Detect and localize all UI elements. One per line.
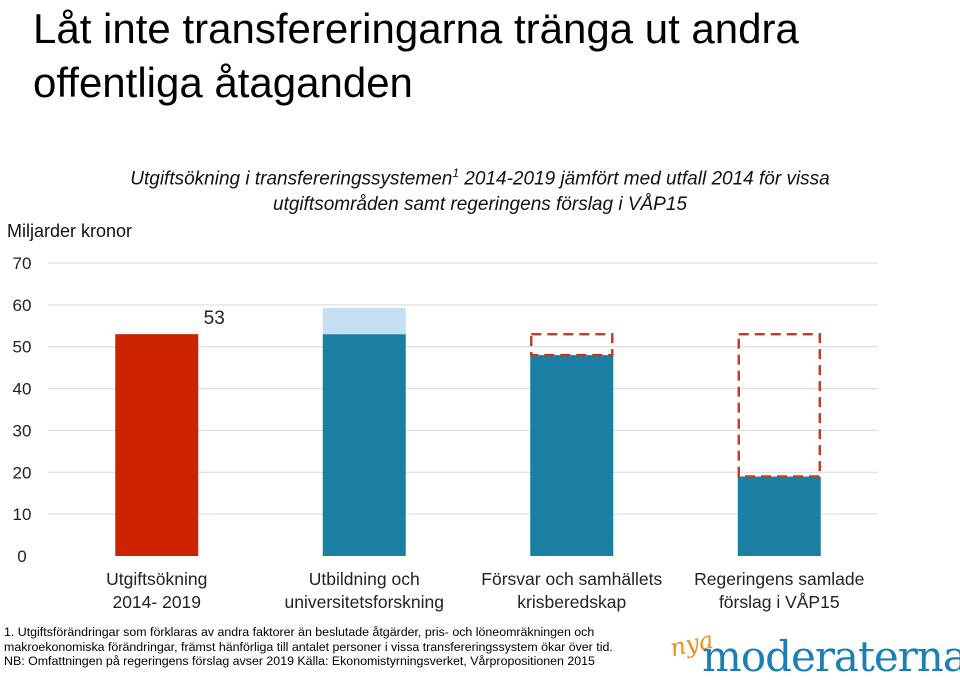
y-tick-label: 50 — [13, 338, 32, 357]
y-tick-label: 70 — [13, 254, 32, 273]
y-tick-label: 40 — [13, 380, 32, 399]
x-category-label: Utbildning och — [309, 569, 420, 589]
x-category-label: krisberedskap — [517, 592, 626, 612]
footnote-line-3: NB: Omfattningen på regeringens förslag … — [4, 654, 595, 669]
subtitle-line1-pre: Utgiftsökning i transfereringssystemen — [130, 168, 453, 190]
x-category-label: förslag i VÅP15 — [719, 592, 840, 612]
y-tick-label: 20 — [13, 463, 32, 482]
x-category-label: Utgiftsökning — [106, 569, 207, 589]
bar — [737, 476, 821, 556]
bar-chart: 0 10 20 30 40 50 60 70 53 Utgiftsökning 2014- 2019… — [13, 254, 878, 612]
subtitle-line2: utgiftsområden samt regeringens förslag … — [273, 194, 687, 216]
y-tick-label: 0 — [17, 547, 26, 566]
bar — [530, 355, 614, 556]
bar — [322, 334, 406, 556]
y-tick-label: 30 — [13, 421, 32, 440]
bar — [115, 334, 199, 556]
chart-subtitle: Utgiftsökning i transfereringssystemen1 … — [40, 160, 920, 218]
subtitle-line1-post: 2014-2019 jämfört med utfall 2014 för vi… — [459, 168, 830, 190]
bar-target-outline — [530, 332, 614, 357]
footnote-line-1: 1. Utgiftsförändringar som förklaras av … — [4, 625, 595, 639]
bar-target-outline — [737, 332, 821, 478]
x-category-label: universitetsforskning — [284, 592, 444, 612]
y-tick-label: 60 — [13, 296, 32, 315]
bar-extension — [322, 307, 406, 335]
chart-title: Låt inte transfereringarna tränga ut and… — [33, 5, 799, 106]
footnote-line-2: makroekonomiska förändringar, främst hän… — [4, 639, 613, 654]
x-category-label: Regeringens samlade — [694, 569, 864, 589]
footnote: 1. Utgiftsförändringar som förklaras av … — [4, 625, 664, 669]
moderaterna-logo: nya moderaterna — [668, 626, 960, 684]
data-label: 53 — [204, 308, 225, 329]
subtitle-footnote-marker: 1 — [452, 166, 460, 180]
y-tick-label: 10 — [13, 505, 32, 524]
x-category-label: Försvar och samhällets — [481, 569, 662, 589]
logo-name: moderaterna — [702, 632, 960, 681]
x-category-label: 2014- 2019 — [112, 592, 201, 612]
y-axis-unit-label: Miljarder kronor — [7, 221, 133, 241]
